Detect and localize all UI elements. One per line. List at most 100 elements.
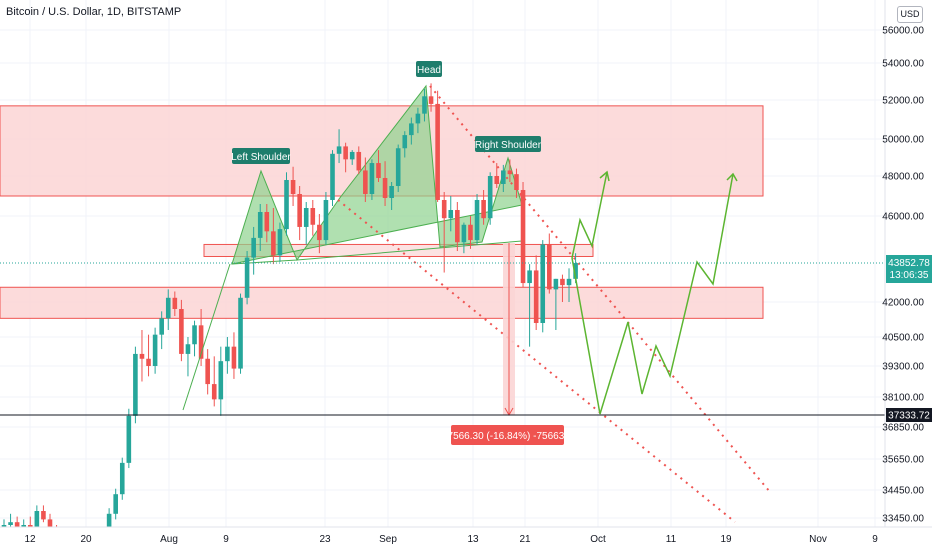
candle-body: [363, 170, 368, 194]
overlay-lines: [0, 262, 885, 416]
candle-body: [409, 123, 414, 136]
price-tick: 54000.00: [882, 59, 924, 70]
projection-arrowhead-2: [726, 172, 738, 182]
candle-body: [126, 415, 132, 463]
candle-body: [560, 278, 565, 286]
rally-line: [182, 263, 231, 411]
candle-body: [218, 361, 224, 400]
candle-body: [514, 174, 519, 190]
candle-body: [343, 146, 348, 160]
time-axis-bg: [0, 527, 932, 550]
candle-body: [566, 278, 572, 286]
candle-body: [573, 263, 578, 279]
time-tick: Sep: [379, 534, 397, 545]
candle-body: [133, 353, 138, 416]
price-tick: 42000.00: [882, 298, 924, 309]
time-tick: 19: [720, 534, 732, 545]
candle-body: [238, 297, 243, 369]
measure-label: -7566.30 (-16.84%) -756630: [444, 431, 570, 442]
time-tick: 23: [319, 534, 331, 545]
candle-body: [376, 163, 381, 178]
candle-body: [172, 297, 178, 309]
candle-body: [310, 208, 316, 225]
measure-label-box: [451, 425, 564, 445]
head-label-box: [416, 61, 442, 77]
candle-body: [297, 194, 302, 227]
candle-body: [205, 358, 210, 385]
upper-trend-line: [429, 85, 771, 493]
left-shoulder-label: Left Shoulder: [231, 152, 291, 163]
price-tick: 39300.00: [882, 362, 924, 373]
candle-body: [34, 511, 40, 531]
candle-body: [323, 200, 329, 241]
candlesticks: [1, 83, 578, 550]
candle-body: [428, 96, 434, 104]
currency-button[interactable]: USD: [897, 6, 923, 23]
candle-body: [468, 224, 473, 241]
candle-body: [474, 200, 480, 241]
last-price-value: 43852.78: [888, 258, 930, 269]
trend-lines: [337, 85, 771, 523]
candle-body: [382, 178, 388, 198]
candle-body: [41, 511, 46, 520]
candle-body: [264, 212, 270, 232]
candle-body: [185, 344, 191, 354]
time-tick: 9: [872, 534, 878, 545]
candle-body: [540, 244, 546, 323]
candle-body: [290, 180, 296, 194]
candle-body: [198, 325, 204, 359]
candle-body: [211, 384, 217, 400]
candle-body: [415, 113, 421, 124]
projection-path: [571, 170, 738, 415]
candle-body: [179, 309, 184, 354]
projection-arrowhead-1: [599, 170, 610, 182]
time-tick: Aug: [160, 534, 178, 545]
time-tick: 20: [80, 534, 92, 545]
candle-body: [507, 170, 513, 175]
candle-body: [455, 210, 460, 243]
lower-trend-line: [337, 199, 736, 523]
candle-body: [553, 278, 559, 290]
candle-body: [501, 170, 506, 184]
measure-tool: -7566.30 (-16.84%) -756630: [444, 243, 570, 445]
candle-body: [159, 318, 164, 335]
support-price-value: 37333.72: [888, 411, 930, 422]
candle-body: [402, 135, 408, 149]
candle-body: [389, 186, 394, 198]
candle-body: [441, 200, 447, 219]
candle-body: [369, 163, 375, 194]
candle-body: [257, 212, 263, 238]
candle-body: [152, 334, 158, 366]
price-tick: 46000.00: [882, 212, 924, 223]
price-axis[interactable]: 56000.00 54000.00 52000.00 50000.00 48000.00…: [882, 0, 932, 527]
candle-body: [533, 270, 539, 323]
candle-body: [192, 325, 197, 345]
candle-body: [139, 353, 145, 359]
time-axis[interactable]: 12 20 Aug 9 23 Sep 13 21 Oct 11 19 Nov 9: [0, 526, 932, 550]
head-label: Head: [417, 65, 441, 76]
price-tick: 33450.00: [882, 514, 924, 525]
candle-body: [165, 297, 171, 319]
resistance-zone: [0, 286, 764, 319]
right-shoulder-label-box: [475, 136, 541, 152]
price-tick: 52000.00: [882, 96, 924, 107]
candle-body: [225, 346, 230, 362]
price-tick: 34450.00: [882, 486, 924, 497]
pattern-labels: Head Left Shoulder Right Shoulder: [231, 61, 542, 164]
candle-body: [422, 96, 427, 114]
time-tick: 11: [666, 534, 677, 545]
candle-body: [317, 224, 322, 241]
countdown-timer: 13:06:35: [890, 270, 929, 281]
right-shoulder-label: Right Shoulder: [475, 140, 542, 151]
time-tick: 13: [467, 534, 479, 545]
candle-body: [146, 358, 151, 366]
candle-body: [481, 200, 486, 219]
candle-body: [527, 270, 532, 284]
price-tick: 40500.00: [882, 333, 924, 344]
price-tick: 50000.00: [882, 135, 924, 146]
projection-up-short: [571, 171, 608, 259]
left-shoulder-label-box: [232, 148, 290, 164]
price-tick: 56000.00: [882, 26, 924, 37]
time-tick: 9: [223, 534, 229, 545]
